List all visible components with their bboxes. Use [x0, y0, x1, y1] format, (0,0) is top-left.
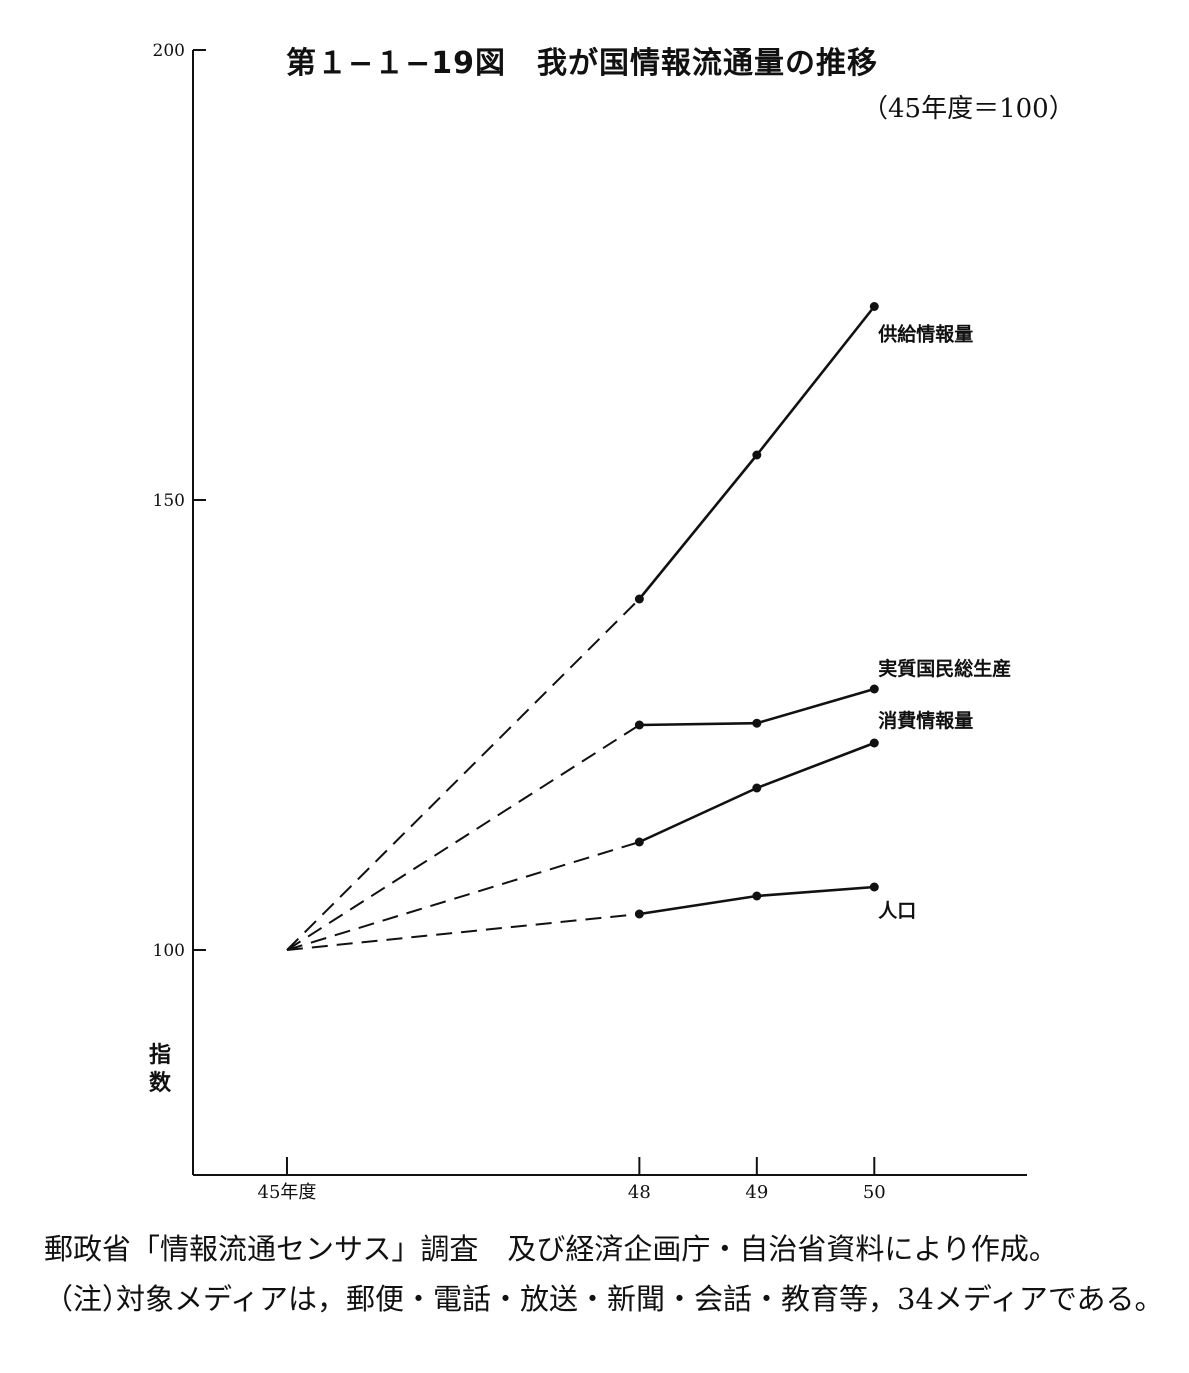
y-tick-label-100: 100: [153, 941, 185, 961]
series-1-point-49: [752, 718, 762, 728]
x-tick-label-48: 48: [628, 1182, 651, 1200]
series-label-3: 人口: [878, 900, 916, 922]
series-0-segment-1: [638, 454, 758, 600]
series-2-point-49: [752, 783, 762, 793]
series-2-segment-0: [286, 841, 640, 951]
series-3-segment-2: [756, 885, 875, 898]
series-label-1: 実質国民総生産: [878, 657, 1011, 680]
series-2-segment-1: [638, 786, 758, 844]
series-3-point-48: [634, 909, 644, 919]
series-1-point-48: [634, 720, 644, 730]
series-label-0: 供給情報量: [877, 323, 973, 346]
note-label: （注）: [44, 1282, 132, 1316]
series-3-segment-1: [639, 894, 758, 916]
series-label-2: 消費情報量: [878, 709, 973, 732]
series-3-segment-0: [286, 913, 640, 951]
series-1-point-50: [869, 684, 879, 694]
series-1-segment-1: [639, 721, 757, 727]
source-text: 郵政省「情報流通センサス」調査 及び経済企画庁・自治省資料により作成。: [44, 1232, 1058, 1266]
series-1-segment-2: [756, 687, 875, 725]
note: （注） 対象メディアは，郵便・電話・放送・新聞・会話・教育等，34メディアである…: [44, 1274, 1164, 1324]
chart-title: 第１−１−19図 我が国情報流通量の推移: [286, 46, 879, 81]
x-tick-label-45: 45年度: [258, 1182, 317, 1200]
y-tick-label-150: 150: [153, 491, 185, 511]
series-0-point-48: [634, 594, 644, 604]
x-tick-label-50: 50: [863, 1182, 886, 1200]
series-2-segment-2: [756, 741, 875, 790]
x-tick-label-49: 49: [745, 1182, 768, 1200]
chart-subtitle: （45年度＝100）: [862, 94, 1075, 124]
series-2-point-50: [869, 738, 879, 748]
series-0-point-49: [752, 450, 762, 460]
series-2-point-48: [634, 837, 644, 847]
series-0-segment-2: [755, 305, 876, 456]
note-text: 対象メディアは，郵便・電話・放送・新聞・会話・教育等，34メディアである。: [116, 1282, 1164, 1316]
series-1-segment-0: [286, 724, 640, 951]
series-0-point-50: [869, 302, 879, 311]
series-3-point-50: [869, 882, 879, 892]
series-3-point-49: [752, 891, 762, 901]
y-axis-label-char-0: 指: [149, 1042, 171, 1068]
series-0-segment-0: [286, 598, 641, 951]
y-tick-label-200: 200: [153, 41, 185, 61]
y-axis-label-char-1: 数: [149, 1070, 172, 1096]
